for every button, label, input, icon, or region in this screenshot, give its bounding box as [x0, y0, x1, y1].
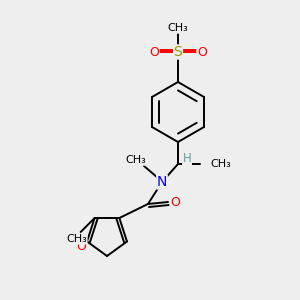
- Text: CH₃: CH₃: [126, 155, 146, 165]
- Text: O: O: [76, 240, 86, 253]
- Text: CH₃: CH₃: [66, 234, 87, 244]
- Text: O: O: [149, 46, 159, 59]
- Text: CH₃: CH₃: [210, 159, 231, 169]
- Text: O: O: [170, 196, 180, 208]
- Text: O: O: [197, 46, 207, 59]
- Text: CH₃: CH₃: [168, 23, 188, 33]
- Text: S: S: [174, 45, 182, 59]
- Text: N: N: [157, 175, 167, 189]
- Text: H: H: [183, 152, 191, 166]
